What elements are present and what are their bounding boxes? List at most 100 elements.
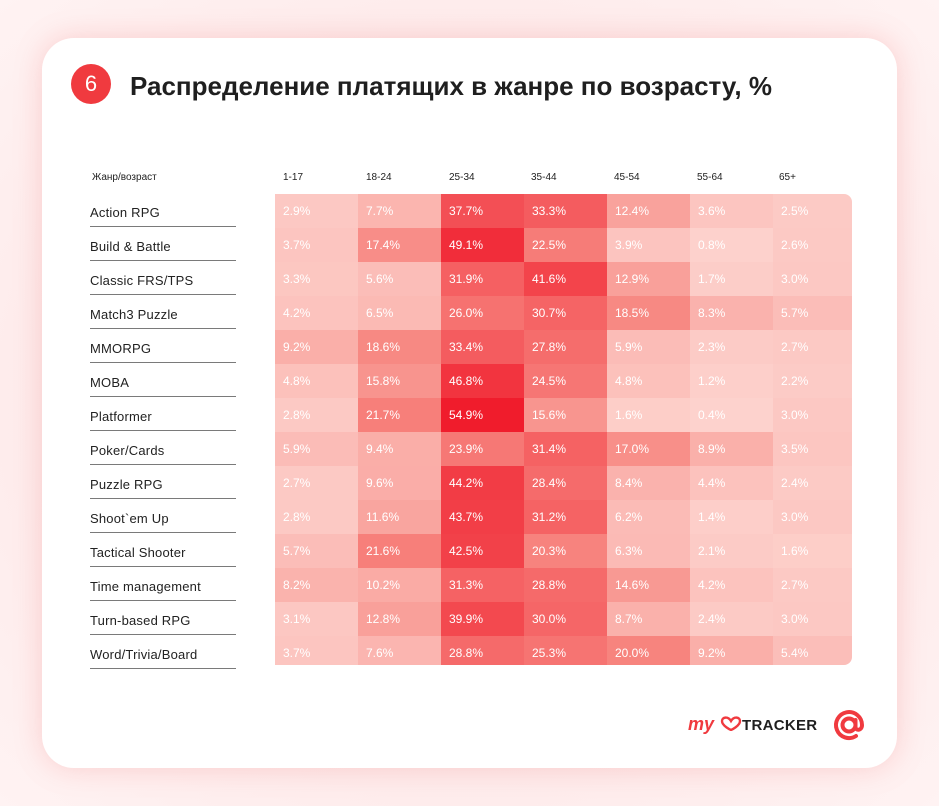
heatmap-cell: 5.7%	[275, 534, 358, 568]
heatmap-cell: 22.5%	[524, 228, 607, 262]
column-header: 1-17	[283, 172, 304, 183]
mytracker-logo-my: my	[688, 714, 715, 734]
heatmap-cell: 12.9%	[607, 262, 690, 296]
heatmap-cell: 17.0%	[607, 432, 690, 466]
heatmap-cell: 3.6%	[690, 194, 773, 228]
heatmap-cell: 14.6%	[607, 568, 690, 602]
heatmap-cell: 2.8%	[275, 500, 358, 534]
heatmap-cell: 39.9%	[441, 602, 524, 636]
heatmap-cell: 2.3%	[690, 330, 773, 364]
heatmap-cell: 18.6%	[358, 330, 441, 364]
heatmap-cell: 4.2%	[275, 296, 358, 330]
heatmap-cell: 25.3%	[524, 636, 607, 665]
column-header: 18-24	[366, 172, 392, 183]
heatmap-cell: 21.7%	[358, 398, 441, 432]
heatmap-cell: 54.9%	[441, 398, 524, 432]
heatmap-cell: 44.2%	[441, 466, 524, 500]
column-header: 25-34	[449, 172, 475, 183]
heatmap-cell: 9.6%	[358, 466, 441, 500]
heatmap-cell: 49.1%	[441, 228, 524, 262]
heatmap-cell: 8.2%	[275, 568, 358, 602]
heatmap-cell: 1.6%	[607, 398, 690, 432]
heatmap-cell: 4.2%	[690, 568, 773, 602]
row-label: Action RPG	[90, 200, 236, 227]
heatmap-cell: 1.2%	[690, 364, 773, 398]
heatmap-cell: 12.4%	[607, 194, 690, 228]
row-label: Word/Trivia/Board	[90, 642, 236, 669]
heatmap-cell: 31.9%	[441, 262, 524, 296]
row-label: MOBA	[90, 370, 236, 397]
heatmap-cell: 23.9%	[441, 432, 524, 466]
heatmap-cell: 24.5%	[524, 364, 607, 398]
section-number-badge: 6	[71, 64, 111, 104]
heatmap-cell: 33.4%	[441, 330, 524, 364]
heatmap-cell: 43.7%	[441, 500, 524, 534]
column-header: 65+	[779, 172, 796, 183]
heatmap-cell: 2.4%	[690, 602, 773, 636]
column-header: 45-54	[614, 172, 640, 183]
heatmap-cell: 12.8%	[358, 602, 441, 636]
heatmap-cell: 15.6%	[524, 398, 607, 432]
heatmap-cell: 2.1%	[690, 534, 773, 568]
row-label: Build & Battle	[90, 234, 236, 261]
heatmap-cell: 2.8%	[275, 398, 358, 432]
heatmap-cell: 2.5%	[773, 194, 852, 228]
heatmap-cell: 2.2%	[773, 364, 852, 398]
heatmap-cell: 3.0%	[773, 398, 852, 432]
heatmap-cell: 9.2%	[275, 330, 358, 364]
heatmap-cell: 27.8%	[524, 330, 607, 364]
mytracker-logo-tracker: TRACKER	[742, 717, 818, 734]
heatmap-cell: 6.3%	[607, 534, 690, 568]
heatmap-cell: 0.8%	[690, 228, 773, 262]
page-title: Распределение платящих в жанре по возрас…	[130, 71, 772, 101]
heatmap-cell: 28.4%	[524, 466, 607, 500]
heatmap-cell: 42.5%	[441, 534, 524, 568]
heatmap-cell: 33.3%	[524, 194, 607, 228]
heatmap-cell: 3.7%	[275, 228, 358, 262]
row-label: Turn-based RPG	[90, 608, 236, 635]
heatmap-cell: 15.8%	[358, 364, 441, 398]
heatmap-cell: 30.0%	[524, 602, 607, 636]
heatmap-cell: 5.9%	[275, 432, 358, 466]
heatmap-cell: 3.1%	[275, 602, 358, 636]
heatmap-cell: 20.0%	[607, 636, 690, 665]
heatmap-cell: 10.2%	[358, 568, 441, 602]
column-header: 35-44	[531, 172, 557, 183]
heatmap-grid: 2.9% 7.7% 37.7% 33.3% 12.4% 3.6% 2.5% 3.7% 17.4%…	[275, 194, 852, 665]
heatmap-cell: 46.8%	[441, 364, 524, 398]
heatmap-cell: 8.3%	[690, 296, 773, 330]
heatmap-cell: 3.5%	[773, 432, 852, 466]
heatmap-cell: 3.3%	[275, 262, 358, 296]
row-label: Match3 Puzzle	[90, 302, 236, 329]
heatmap-cell: 28.8%	[441, 636, 524, 665]
heatmap-cell: 9.4%	[358, 432, 441, 466]
heatmap-cell: 6.2%	[607, 500, 690, 534]
row-label: Tactical Shooter	[90, 540, 236, 567]
heatmap-cell: 4.8%	[607, 364, 690, 398]
heatmap-cell: 2.4%	[773, 466, 852, 500]
row-label: MMORPG	[90, 336, 236, 363]
row-label: Poker/Cards	[90, 438, 236, 465]
heatmap-cell: 0.4%	[690, 398, 773, 432]
heatmap-cell: 28.8%	[524, 568, 607, 602]
corner-label: Жанр/возраст	[92, 172, 157, 183]
heatmap-cell: 3.7%	[275, 636, 358, 665]
heatmap-cell: 3.0%	[773, 262, 852, 296]
heatmap-cell: 31.2%	[524, 500, 607, 534]
heatmap-cell: 3.0%	[773, 500, 852, 534]
row-label: Platformer	[90, 404, 236, 431]
heatmap-cell: 21.6%	[358, 534, 441, 568]
heatmap-cell: 20.3%	[524, 534, 607, 568]
heatmap-cell: 8.7%	[607, 602, 690, 636]
heatmap-cell: 17.4%	[358, 228, 441, 262]
heatmap-cell: 7.7%	[358, 194, 441, 228]
row-label: Time management	[90, 574, 236, 601]
heatmap-cell: 4.4%	[690, 466, 773, 500]
heatmap-cell: 7.6%	[358, 636, 441, 665]
heatmap-cell: 18.5%	[607, 296, 690, 330]
heatmap-cell: 5.4%	[773, 636, 852, 665]
heatmap-cell: 8.9%	[690, 432, 773, 466]
heatmap-cell: 3.9%	[607, 228, 690, 262]
heart-icon	[720, 716, 742, 731]
row-label: Classic FRS/TPS	[90, 268, 236, 295]
